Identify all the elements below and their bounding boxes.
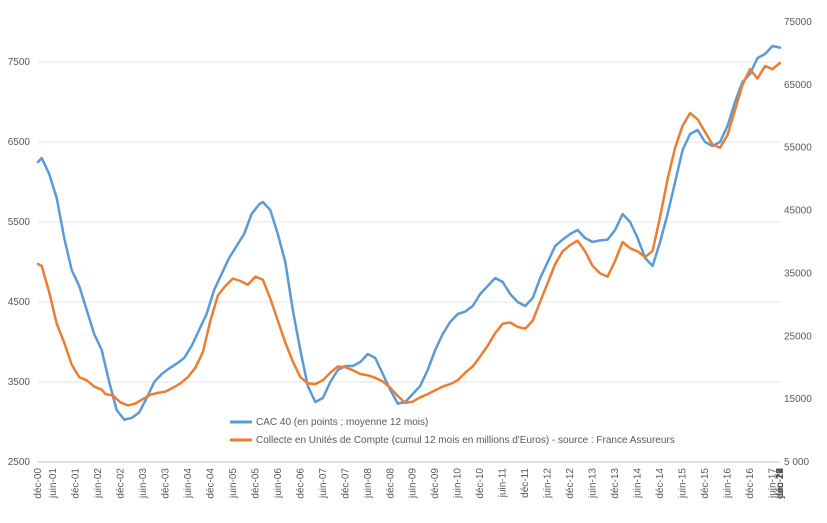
x-tick-label: juin-01 (48, 468, 59, 499)
x-tick-label: juin-17 (768, 468, 779, 499)
left-axis-ticks: 2500 3500 4500 5500 6500 7500 (8, 57, 31, 468)
x-tick-label: juin-22 (775, 468, 786, 499)
x-tick-label: juin-18 (775, 468, 786, 499)
right-tick-label: 55000 (784, 143, 812, 154)
x-tick-label: juin-11 (498, 468, 509, 499)
x-tick-label: déc-17 (775, 468, 786, 499)
x-tick-label: juin-05 (228, 468, 239, 499)
x-tick-label: juin-08 (363, 468, 374, 499)
x-tick-label: juin-04 (183, 468, 194, 499)
x-tick-label: déc-15 (700, 468, 711, 499)
right-tick-label: 5 000 (784, 457, 809, 468)
x-tick-label: déc-14 (655, 468, 666, 499)
right-tick-label: 65000 (784, 80, 812, 91)
x-tick-label: déc-20 (775, 468, 786, 499)
right-tick-label: 45000 (784, 206, 812, 217)
x-tick-label: déc-10 (475, 468, 486, 499)
x-tick-label: déc-02 (115, 468, 126, 499)
x-tick-label: déc-16 (745, 468, 756, 499)
series-line-cac40 (36, 44, 782, 421)
left-tick-label: 5500 (8, 217, 31, 228)
x-tick-label: déc-19 (775, 468, 786, 499)
series-lines (36, 44, 782, 421)
x-tick-label: déc-12 (565, 468, 576, 499)
x-tick-label: juin-15 (678, 468, 689, 499)
x-axis-ticks: déc-00 juin-01 déc-01 juin-02 déc-02 juin-03 d… (33, 461, 786, 499)
x-tick-label: déc-11 (520, 468, 531, 498)
x-tick-label: juin-09 (408, 468, 419, 499)
series-line-collecte (36, 61, 782, 407)
x-tick-label: déc-04 (205, 468, 216, 499)
x-tick-label: déc-18 (775, 468, 786, 499)
x-tick-label: juin-02 (93, 468, 104, 499)
x-tick-label: déc-06 (295, 468, 306, 499)
left-tick-label: 4500 (8, 297, 31, 308)
x-tick-label: juin-19 (775, 468, 786, 499)
x-tick-label: déc-24 (775, 468, 786, 499)
x-tick-label: juin-21 (775, 468, 786, 499)
x-tick-label: déc-21 (775, 468, 786, 499)
x-tick-label: juin-14 (633, 468, 644, 499)
left-tick-label: 2500 (8, 457, 31, 468)
x-tick-label: juin-10 (453, 468, 464, 499)
x-tick-label: juin-06 (273, 468, 284, 499)
x-tick-label: déc-09 (430, 468, 441, 499)
legend-label-collecte: Collecte en Unités de Compte (cumul 12 m… (256, 435, 675, 446)
x-tick-label: juin-16 (723, 468, 734, 499)
x-tick-label: déc-05 (250, 468, 261, 499)
x-tick-label: juin-03 (138, 468, 149, 499)
x-tick-label: déc-23 (775, 468, 786, 499)
right-tick-label: 75000 (784, 17, 812, 28)
right-tick-label: 25000 (784, 331, 812, 342)
x-tick-label: juin-13 (588, 468, 599, 499)
right-tick-label: 15000 (784, 394, 812, 405)
left-tick-label: 6500 (8, 137, 31, 148)
x-tick-label: déc-01 (70, 468, 81, 499)
right-tick-label: 35000 (784, 268, 812, 279)
x-tick-label: juin-12 (543, 468, 554, 499)
x-tick-label: juin-20 (775, 468, 786, 499)
left-tick-label: 3500 (8, 377, 31, 388)
x-tick-label: déc-22 (775, 468, 786, 499)
left-tick-label: 7500 (8, 57, 31, 68)
x-tick-label: juin-07 (318, 468, 329, 499)
x-tick-label: déc-13 (610, 468, 621, 499)
x-tick-label: juin-24 (775, 468, 786, 499)
x-tick-label: juin-23 (775, 468, 786, 499)
x-tick-label: déc-08 (385, 468, 396, 499)
x-tick-label: déc-03 (160, 468, 171, 499)
legend: CAC 40 (en points ; moyenne 12 mois) Col… (230, 417, 675, 446)
x-tick-label: déc-00 (33, 468, 44, 499)
x-tick-label: déc-07 (340, 468, 351, 499)
legend-label-cac40: CAC 40 (en points ; moyenne 12 mois) (256, 417, 428, 428)
